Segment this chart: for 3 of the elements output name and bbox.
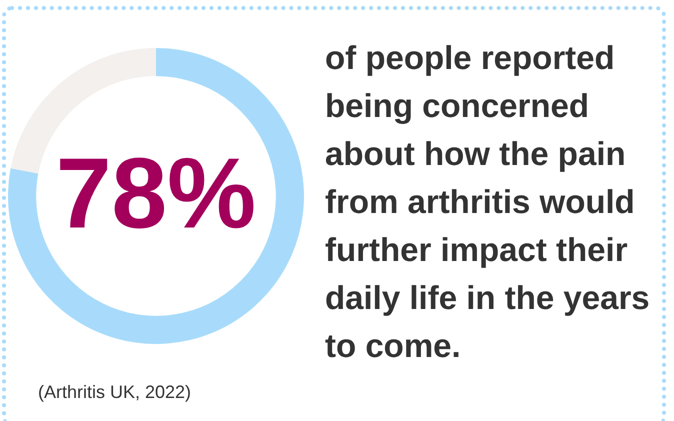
text: (Arthritis UK, 2022) bbox=[38, 382, 192, 403]
text: of people reported being concerned about how the pain from arthritis would further impact their daily life in the years to come. bbox=[325, 38, 651, 366]
data-label: 78% bbox=[56, 138, 256, 250]
